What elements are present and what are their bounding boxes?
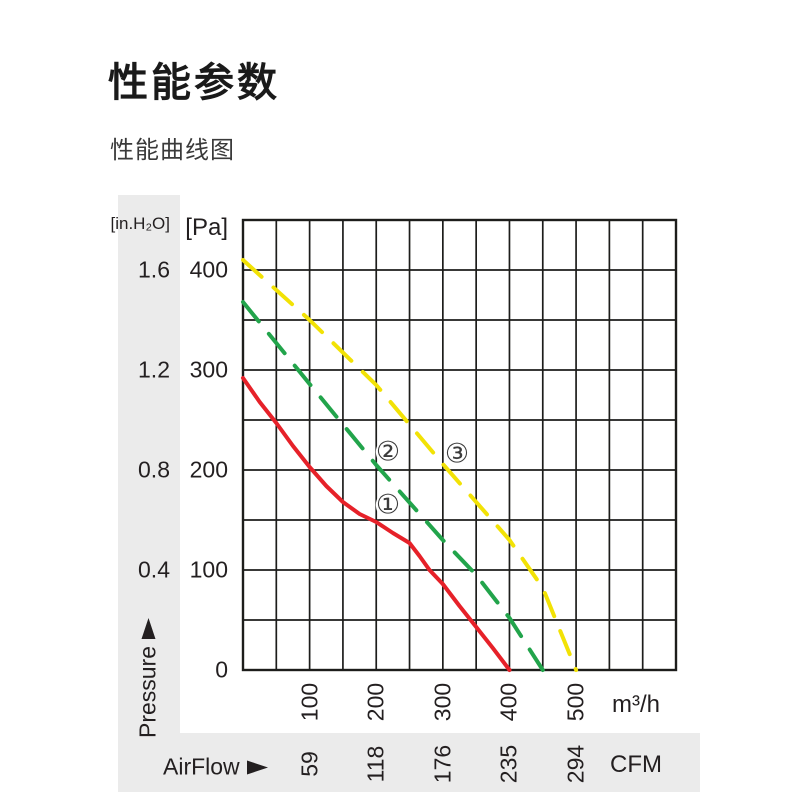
inh2o-tick-label: 0.8 (138, 456, 170, 483)
airflow-axis-text: AirFlow (163, 753, 240, 780)
pa-tick-label: 400 (189, 256, 228, 283)
pressure-axis-text: Pressure (134, 645, 161, 739)
page-subtitle: 性能曲线图 (110, 137, 235, 164)
pressure-scale-panel (118, 195, 180, 735)
m3h-tick-label: 100 (296, 682, 323, 722)
curve-1-marker: ① (375, 489, 401, 520)
cfm-tick-label: 176 (429, 744, 456, 784)
m3h-tick-label: 200 (362, 682, 389, 722)
curve-3-path (241, 258, 579, 672)
pa-tick-label: 100 (189, 556, 228, 583)
curve-2-path (241, 300, 545, 672)
m3h-tick-label: 500 (562, 682, 589, 722)
inh2o-tick-label: 1.6 (138, 256, 170, 283)
plot-border (241, 218, 678, 672)
pa-tick-label: 0 (215, 656, 228, 683)
y-axis-unit-inh2o: [in.H₂O] (110, 214, 171, 233)
y-axis-unit-pa: [Pa] (185, 214, 228, 241)
airflow-axis-label: AirFlow (163, 754, 268, 781)
curve-2-marker: ② (375, 436, 401, 467)
curve-1-path (241, 376, 512, 672)
right-arrow-icon (246, 760, 268, 774)
pa-tick-label: 200 (189, 456, 228, 483)
page-title: 性能参数 (108, 61, 280, 105)
up-arrow-icon (141, 617, 155, 639)
pa-tick-label: 300 (189, 356, 228, 383)
cfm-tick-label: 294 (562, 744, 589, 784)
cfm-tick-label: 118 (362, 745, 389, 783)
airflow-scale-band (118, 733, 700, 792)
x-axis-unit-cfm: CFM (610, 751, 662, 778)
curve-3-marker: ③ (444, 438, 470, 469)
cfm-tick-label: 59 (296, 751, 323, 777)
x-axis-unit-m3h: m³/h (612, 691, 660, 718)
inh2o-tick-label: 0.4 (138, 556, 170, 583)
cfm-tick-label: 235 (495, 744, 522, 784)
inh2o-tick-label: 1.2 (138, 356, 170, 383)
m3h-tick-label: 400 (495, 682, 522, 722)
pressure-axis-label: Pressure (134, 617, 162, 739)
m3h-tick-label: 300 (429, 682, 456, 722)
